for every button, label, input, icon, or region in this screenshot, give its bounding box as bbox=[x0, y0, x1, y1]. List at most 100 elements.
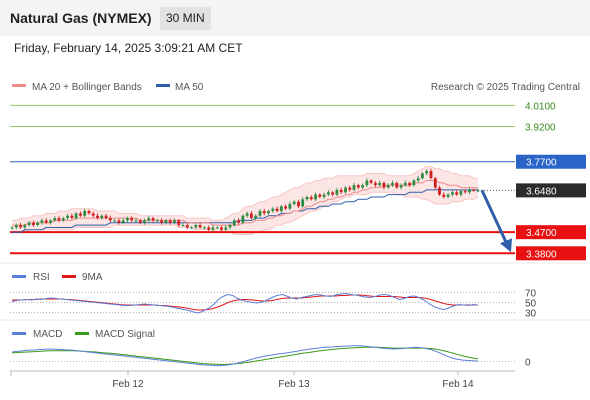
candle-body bbox=[220, 227, 223, 230]
candle-body bbox=[250, 213, 253, 219]
candle bbox=[143, 218, 146, 225]
macd-tick-label: 0 bbox=[525, 357, 531, 368]
candle bbox=[203, 226, 206, 230]
candle bbox=[429, 168, 433, 180]
candle-body bbox=[438, 187, 441, 195]
candle-body bbox=[108, 218, 112, 221]
candle-body bbox=[378, 182, 382, 186]
candle-body bbox=[130, 218, 134, 221]
candle bbox=[378, 180, 382, 187]
instrument-title: Natural Gas (NYMEX) bbox=[10, 10, 152, 26]
candle bbox=[177, 219, 181, 228]
candle bbox=[91, 211, 95, 218]
candle bbox=[288, 201, 292, 211]
rsi-tick-label: 30 bbox=[525, 309, 537, 320]
macd-legend: MACD MACD Signal bbox=[12, 329, 155, 340]
candle-body bbox=[237, 220, 240, 223]
candle-body bbox=[14, 225, 18, 228]
candle-body bbox=[83, 211, 87, 216]
candle-body bbox=[399, 185, 403, 188]
legend-label-rsi-ma: 9MA bbox=[82, 272, 103, 283]
candle bbox=[32, 220, 35, 228]
candle bbox=[245, 211, 249, 218]
candle bbox=[44, 218, 48, 225]
candle-body bbox=[386, 185, 390, 188]
candle bbox=[228, 223, 232, 230]
candle-body bbox=[459, 191, 463, 195]
chart-header: Natural Gas (NYMEX) 30 MIN bbox=[0, 0, 590, 36]
candle-body bbox=[361, 185, 364, 188]
candle bbox=[49, 219, 52, 225]
candle bbox=[19, 222, 22, 229]
candle bbox=[297, 199, 300, 209]
candle-body bbox=[403, 182, 407, 186]
candle bbox=[134, 218, 138, 223]
candle-body bbox=[168, 220, 172, 223]
level-label-pivot: 3.7700 bbox=[526, 158, 557, 169]
candle-body bbox=[181, 225, 185, 227]
candle bbox=[117, 218, 121, 225]
candle bbox=[374, 180, 377, 188]
candle bbox=[138, 219, 142, 225]
candle bbox=[262, 208, 266, 216]
candle-body bbox=[40, 220, 44, 223]
candle bbox=[113, 219, 116, 222]
candle-body bbox=[279, 206, 283, 211]
candle bbox=[79, 211, 82, 218]
interval-badge[interactable]: 30 MIN bbox=[160, 7, 211, 30]
chart-datetime: Friday, February 14, 2025 3:09:21 AM CET bbox=[14, 41, 243, 55]
candle-body bbox=[451, 192, 454, 195]
candle-body bbox=[27, 222, 31, 226]
bollinger-band bbox=[12, 166, 478, 235]
candle bbox=[156, 218, 159, 222]
candle bbox=[365, 178, 369, 188]
candle-body bbox=[121, 220, 125, 223]
candle-body bbox=[288, 204, 292, 209]
candle-body bbox=[104, 215, 108, 218]
candle-body bbox=[32, 222, 35, 226]
candle bbox=[254, 214, 258, 220]
candle bbox=[318, 193, 322, 199]
candle bbox=[476, 188, 480, 193]
candle-body bbox=[284, 206, 287, 209]
candle-body bbox=[36, 222, 40, 226]
candle-body bbox=[190, 227, 193, 229]
candle bbox=[61, 216, 65, 222]
candle bbox=[438, 185, 441, 197]
candle bbox=[352, 182, 356, 192]
candle bbox=[361, 183, 364, 189]
candle-body bbox=[468, 189, 471, 193]
candle bbox=[322, 192, 326, 199]
main-legend: MA 20 + Bollinger Bands MA 50 Research ©… bbox=[12, 82, 580, 93]
candle-body bbox=[228, 225, 232, 228]
legend-label-ma20: MA 20 + Bollinger Bands bbox=[32, 82, 142, 93]
candle bbox=[53, 216, 57, 222]
candle-body bbox=[254, 215, 258, 218]
candle bbox=[344, 186, 347, 194]
candle bbox=[399, 183, 403, 190]
candle bbox=[391, 180, 394, 188]
candle-body bbox=[173, 220, 176, 223]
candle-body bbox=[365, 180, 369, 186]
macd-pane: 0 bbox=[10, 345, 531, 368]
legend-label-ma50: MA 50 bbox=[175, 82, 204, 93]
candle bbox=[57, 215, 61, 223]
candle bbox=[14, 223, 18, 230]
candle bbox=[198, 222, 202, 229]
candle-body bbox=[70, 215, 74, 218]
candle bbox=[74, 211, 78, 220]
candle bbox=[292, 200, 296, 206]
candle-body bbox=[57, 218, 61, 221]
candle-body bbox=[164, 220, 168, 223]
candle-body bbox=[258, 211, 262, 216]
level-tag-pivot bbox=[516, 154, 586, 169]
legend-swatch-ma50 bbox=[156, 84, 170, 87]
last-price-tag bbox=[516, 183, 586, 198]
candle-body bbox=[297, 201, 300, 207]
rsi-legend: RSI 9MA bbox=[12, 272, 103, 283]
candle-body bbox=[314, 194, 317, 200]
level-label-support: 3.3800 bbox=[526, 249, 557, 260]
candle-body bbox=[126, 218, 129, 221]
candle bbox=[194, 223, 198, 230]
